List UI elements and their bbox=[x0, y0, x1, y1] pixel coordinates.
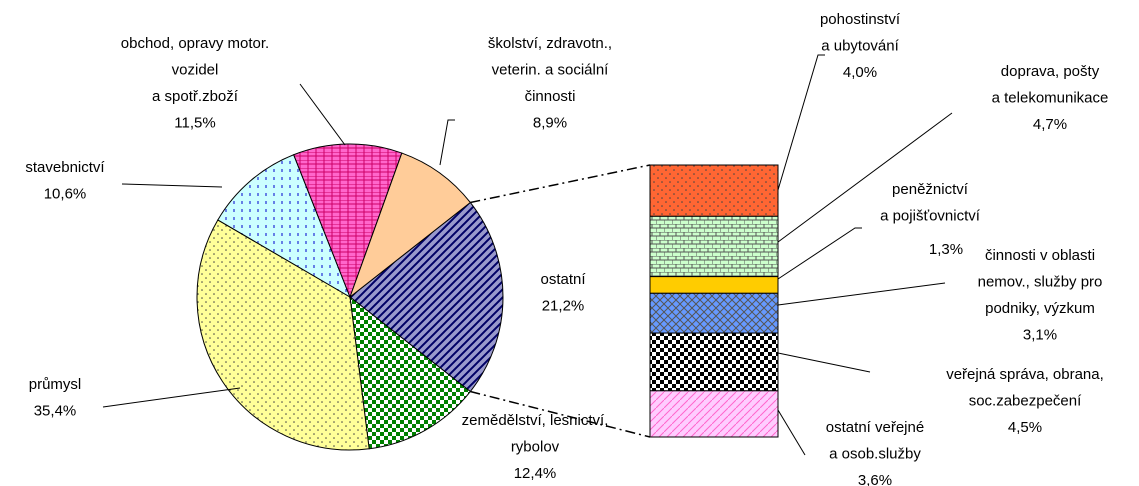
value-label: 8,9% bbox=[533, 114, 567, 131]
bar-segment bbox=[649, 164, 779, 217]
slice-label: a ubytování bbox=[821, 37, 899, 54]
slice-label: rybolov bbox=[511, 438, 560, 455]
pie-slice bbox=[217, 154, 351, 299]
slice-label: a pojišťovnictví bbox=[880, 207, 981, 224]
slice-label: a telekomunikace bbox=[992, 89, 1109, 106]
leader-line bbox=[777, 409, 806, 456]
slice-label: doprava, pošty bbox=[1001, 63, 1100, 80]
leader-line bbox=[777, 352, 871, 373]
value-label: 1,3% bbox=[929, 241, 963, 258]
bar-segment bbox=[649, 292, 779, 334]
bar-segment bbox=[649, 332, 779, 392]
slice-label: ostatní veřejné bbox=[826, 419, 924, 436]
leader-line bbox=[777, 54, 825, 191]
slice-label: ostatní bbox=[540, 271, 586, 288]
value-label: 11,5% bbox=[174, 114, 215, 131]
value-label: 3,6% bbox=[858, 472, 892, 486]
slice-label: podniky, výzkum bbox=[985, 300, 1095, 317]
leader-line bbox=[439, 119, 455, 166]
value-label: 12,4% bbox=[514, 465, 557, 482]
slice-label: a spotř.zboží bbox=[152, 88, 239, 105]
value-label: 21,2% bbox=[542, 297, 585, 314]
pie-slice bbox=[348, 152, 472, 299]
slice-label: veterin. a sociální bbox=[492, 61, 610, 78]
bar-segment bbox=[649, 276, 779, 294]
slice-label: vozidel bbox=[172, 61, 219, 78]
slice-label: nemov., služby pro bbox=[978, 273, 1103, 290]
pie-slice bbox=[349, 295, 472, 450]
slice-label: obchod, opravy motor. bbox=[121, 35, 269, 52]
pie-slice bbox=[196, 219, 370, 451]
value-label: 4,7% bbox=[1033, 116, 1067, 133]
value-label: 10,6% bbox=[44, 185, 87, 202]
slice-label: peněžnictví bbox=[892, 181, 969, 198]
bar-segment bbox=[649, 215, 779, 278]
slice-label: pohostinství bbox=[820, 11, 901, 28]
slice-label: činnosti bbox=[525, 88, 576, 105]
leader-line bbox=[777, 227, 862, 280]
slice-label: činnosti v oblasti bbox=[985, 247, 1095, 264]
value-label: 3,1% bbox=[1023, 326, 1057, 343]
value-label: 4,5% bbox=[1008, 419, 1042, 436]
value-label: 35,4% bbox=[34, 402, 77, 419]
leader-line bbox=[777, 112, 953, 243]
leader-line bbox=[102, 387, 241, 408]
leader-line bbox=[121, 183, 223, 188]
connector bbox=[470, 164, 651, 438]
slice-label: a osob.služby bbox=[829, 445, 921, 462]
slice-label: soc.zabezpečení bbox=[969, 392, 1082, 409]
value-label: 4,0% bbox=[843, 64, 877, 81]
slice-label: stavebnictví bbox=[25, 159, 105, 176]
slice-label: průmysl bbox=[29, 376, 82, 393]
slice-label: školství, zdravotn., bbox=[488, 35, 612, 52]
slice-label: zemědělství, lesnictví, bbox=[462, 412, 609, 429]
bar-segment bbox=[649, 390, 779, 438]
pie-slice bbox=[293, 143, 403, 299]
leader-line bbox=[299, 83, 346, 146]
leader-line bbox=[777, 282, 946, 306]
pie-slice bbox=[349, 201, 504, 393]
slice-label: veřejná správa, obrana, bbox=[946, 366, 1104, 383]
